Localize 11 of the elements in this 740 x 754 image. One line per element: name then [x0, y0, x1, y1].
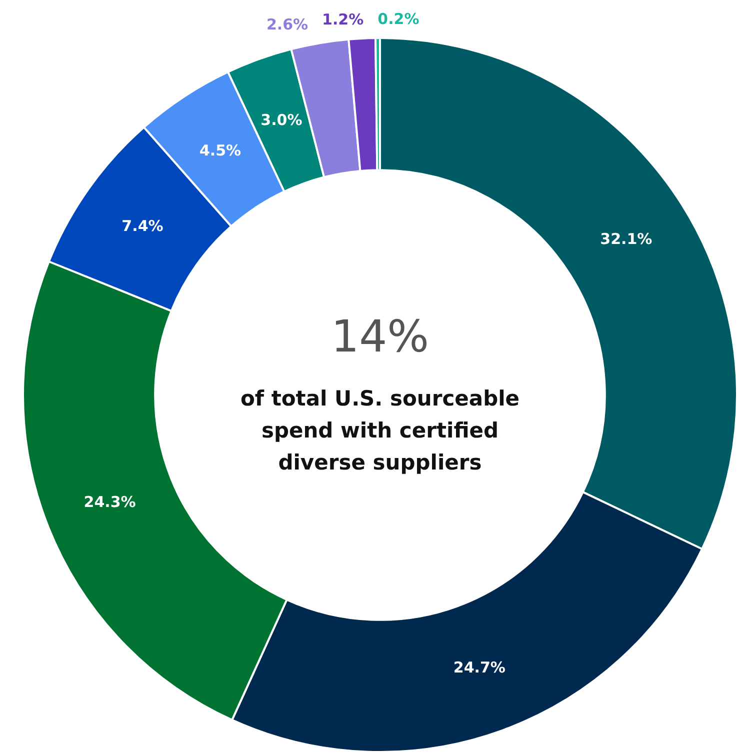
text: of total U.S. sourceable spend with certified diverse suppliers — [240, 386, 520, 474]
data-label: 0.2% — [378, 10, 420, 28]
text: 14% — [331, 311, 429, 362]
data-label: 32.1% — [600, 230, 652, 248]
data-label: 2.6% — [266, 15, 308, 34]
data-label: 24.7% — [453, 658, 506, 676]
data-label: 24.3% — [84, 492, 136, 511]
data-label: 7.4% — [122, 216, 164, 235]
data-label: 4.5% — [199, 142, 242, 160]
data-label: 3.0% — [260, 111, 302, 130]
data-label: 1.2% — [322, 10, 364, 28]
